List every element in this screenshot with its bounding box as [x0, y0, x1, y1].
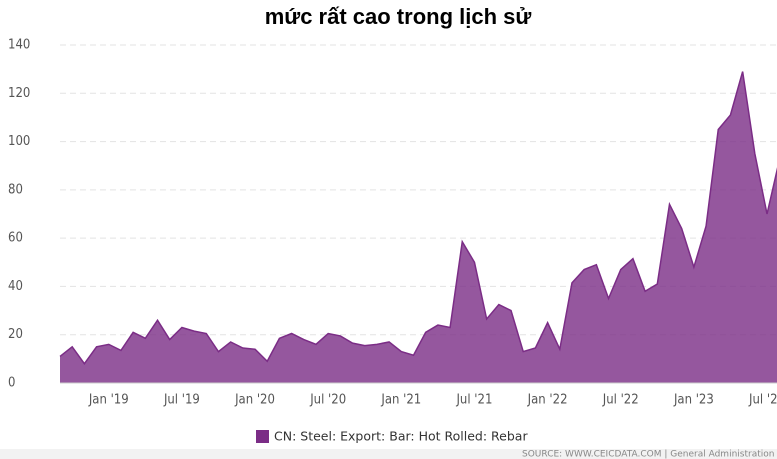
x-tick-label: Jan '22: [527, 393, 568, 408]
y-tick-label: 100: [8, 134, 30, 149]
legend-swatch: [256, 430, 269, 443]
y-tick-label: 40: [8, 279, 23, 294]
x-tick-label: Jul '22: [602, 393, 639, 408]
x-tick-label: Jan '23: [673, 393, 714, 408]
y-tick-label: 20: [8, 327, 23, 342]
chart-title: mức rất cao trong lịch sử: [265, 4, 532, 29]
y-tick-label: 60: [8, 231, 23, 246]
x-tick-label: Jan '21: [380, 393, 421, 408]
x-tick-label: Jan '19: [88, 393, 129, 408]
y-tick-label: 80: [8, 182, 23, 197]
x-tick-label: Jan '20: [234, 393, 275, 408]
x-tick-label: Jul '19: [163, 393, 200, 408]
y-tick-label: 120: [8, 86, 30, 101]
legend-label: CN: Steel: Export: Bar: Hot Rolled: Reba…: [274, 429, 528, 444]
area: [60, 71, 777, 383]
footer-band: [0, 449, 777, 459]
x-tick-label: Jul '23: [748, 393, 777, 408]
x-tick-label: Jul '20: [309, 393, 346, 408]
source: SOURCE: WWW.CEICDATA.COM | General Admin…: [522, 450, 777, 459]
y-tick-label: 0: [8, 376, 15, 391]
y-tick-label: 140: [8, 38, 30, 53]
line: [59, 71, 777, 365]
x-tick-label: Jul '21: [455, 393, 492, 408]
